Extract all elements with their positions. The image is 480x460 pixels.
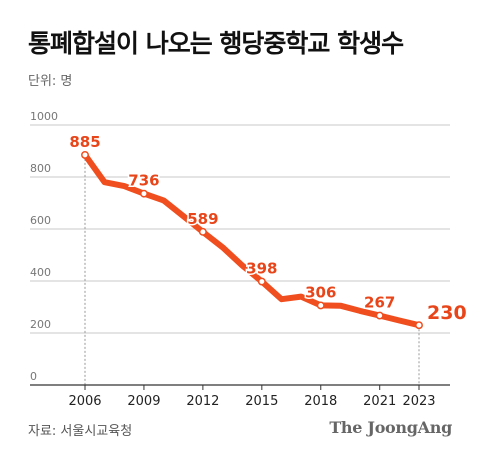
publisher-logo: The JoongAng bbox=[329, 418, 452, 437]
x-tick-label: 2012 bbox=[186, 394, 219, 409]
y-tick-label: 600 bbox=[30, 214, 51, 227]
data-label: 589 bbox=[187, 210, 218, 228]
data-point-marker bbox=[257, 277, 266, 286]
x-tick-label: 2006 bbox=[68, 394, 101, 409]
data-point-marker bbox=[81, 150, 89, 159]
data-point-marker bbox=[375, 311, 384, 320]
y-tick-label: 200 bbox=[30, 318, 51, 331]
x-tick-label: 2015 bbox=[245, 394, 278, 409]
source-note: 자료: 서울시교육청 bbox=[28, 424, 133, 439]
data-label: 885 bbox=[69, 133, 100, 151]
data-label: 230 bbox=[427, 302, 467, 324]
unit-label: 단위: 명 bbox=[28, 74, 73, 89]
y-tick-label: 0 bbox=[30, 370, 37, 383]
data-point-marker bbox=[198, 227, 207, 236]
y-tick-label: 1000 bbox=[30, 110, 58, 123]
data-point-marker bbox=[316, 301, 325, 310]
x-tick-label: 2009 bbox=[127, 394, 160, 409]
data-label: 267 bbox=[364, 294, 395, 312]
data-point-marker bbox=[139, 189, 148, 198]
data-label: 306 bbox=[305, 283, 336, 301]
x-tick-label: 2023 bbox=[402, 394, 435, 409]
chart-title: 통폐합설이 나오는 행당중학교 학생수 bbox=[28, 29, 404, 58]
x-tick-label: 2018 bbox=[304, 394, 337, 409]
data-label: 398 bbox=[246, 260, 277, 278]
y-tick-label: 400 bbox=[30, 266, 51, 279]
y-tick-label: 800 bbox=[30, 162, 51, 175]
x-tick-label: 2021 bbox=[363, 394, 396, 409]
data-point-marker bbox=[415, 321, 423, 330]
data-label: 736 bbox=[128, 172, 159, 190]
